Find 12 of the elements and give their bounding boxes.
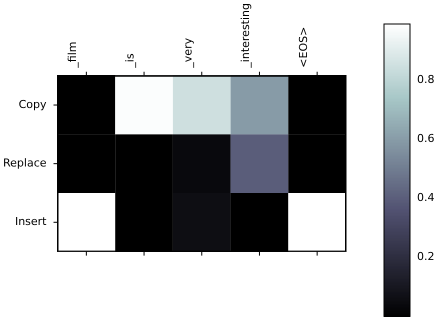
x-tick-label: _interesting (239, 2, 252, 69)
y-tick-label: Insert (14, 215, 48, 228)
x-tick-label: _very (181, 37, 194, 69)
color-bar-label: 0.8 (417, 72, 434, 86)
color-bar-label: 0.4 (417, 191, 434, 204)
x-tick-label: <EOS> (296, 26, 310, 68)
y-tick-label: Copy (18, 98, 47, 111)
x-tick-label: _is (124, 53, 137, 69)
x-tick-label: _film (66, 42, 80, 69)
color-bar-label: 0.2 (417, 250, 434, 264)
color-bar-label: 0.6 (417, 132, 434, 146)
y-tick-label: Replace (2, 156, 47, 170)
